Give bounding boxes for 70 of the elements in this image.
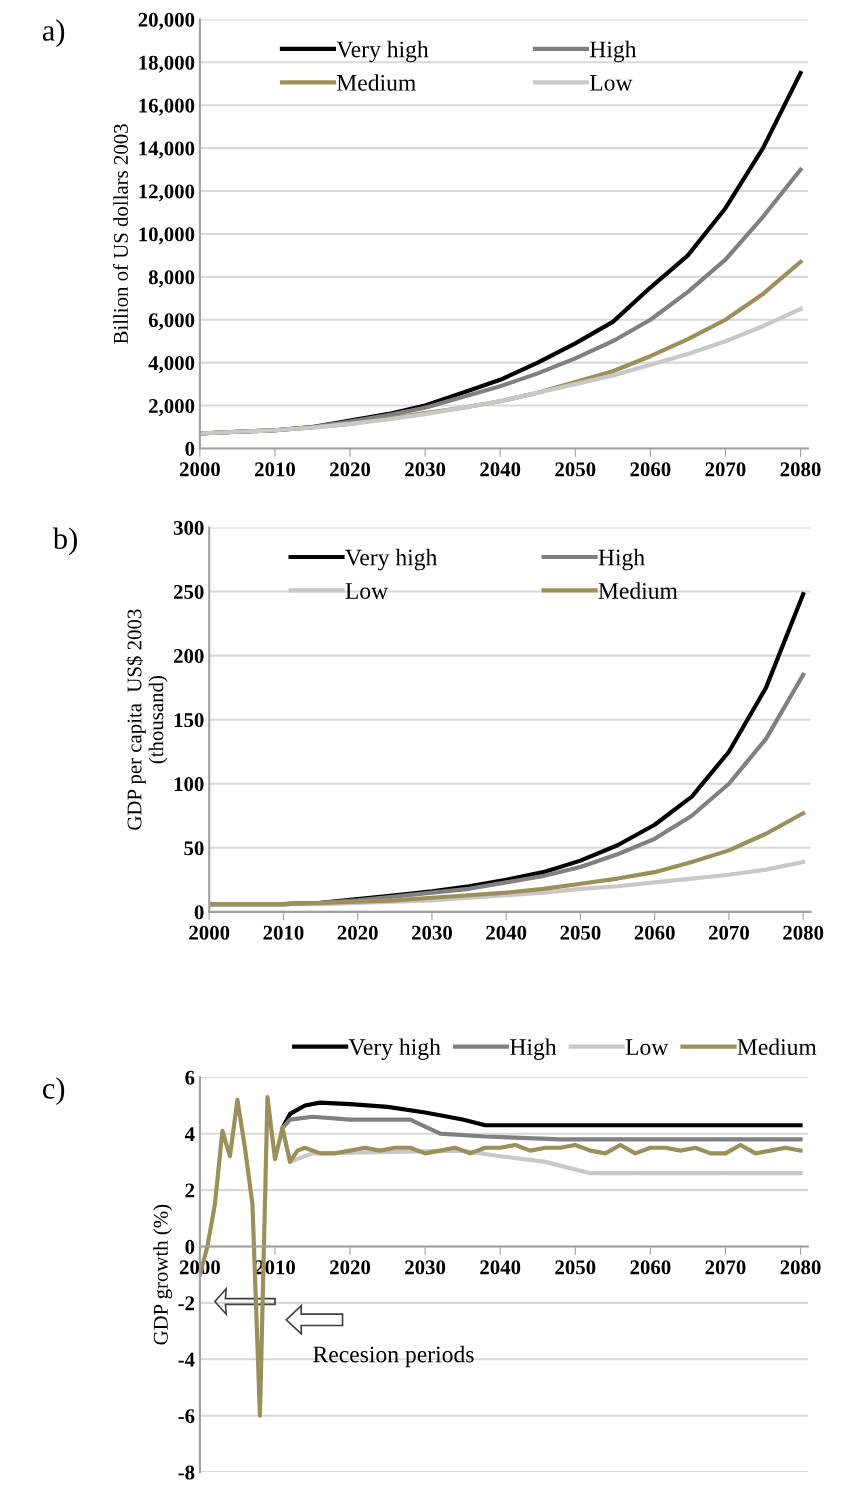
x-tick-label: 2060 (634, 925, 675, 940)
y-tick-label: 20,000 (138, 12, 195, 30)
x-tick-label: 2080 (783, 925, 824, 940)
y-tick-label: -6 (178, 1409, 195, 1424)
x-tick-label: 2060 (630, 462, 671, 477)
legend-label: Medium (737, 1038, 817, 1056)
y-tick-label: -8 (178, 1465, 195, 1480)
x-tick-label: 2050 (555, 462, 596, 477)
y-axis-title: GDP per capita US$ 2003 (thousand) (126, 609, 168, 830)
x-tick-label: 2080 (780, 462, 821, 477)
y-tick-label: 250 (173, 584, 204, 599)
y-tick-label: 10,000 (139, 227, 195, 245)
legend-label: Medium (598, 582, 678, 599)
legend-label: Low (625, 1039, 669, 1056)
y-tick-label: -4 (178, 1352, 195, 1367)
legend-label: High (589, 40, 637, 63)
y-tick-label: 200 (173, 648, 204, 664)
legend-label: Very high (336, 40, 429, 63)
x-tick-label: 2060 (630, 1260, 671, 1275)
chart-title: b) (52, 527, 77, 556)
chart-title: a) (42, 19, 65, 48)
x-tick-label: 2020 (337, 925, 378, 940)
legend-label: Very high (345, 548, 438, 571)
x-tick-label: 2050 (555, 1260, 596, 1275)
y-tick-label: 12,000 (139, 184, 195, 202)
x-tick-label: 2010 (255, 462, 296, 477)
x-tick-label: 2070 (705, 1260, 746, 1275)
y-tick-label: 16,000 (139, 98, 195, 116)
y-tick-label: 18,000 (139, 55, 195, 73)
y-tick-label: 50 (184, 841, 204, 856)
x-tick-label: 2040 (480, 462, 521, 477)
x-tick-label: 2030 (411, 925, 452, 940)
x-tick-label: 2050 (560, 925, 601, 940)
x-tick-label: 2080 (780, 1260, 821, 1275)
legend-label: Very high (348, 1038, 441, 1060)
legend-label: Low (589, 75, 633, 91)
y-tick-label: 150 (174, 713, 204, 728)
y-tick-label: 300 (173, 520, 204, 535)
legend-label: High (510, 1038, 557, 1060)
x-tick-label: 2040 (486, 925, 527, 940)
x-tick-label: 2070 (705, 462, 746, 477)
y-tick-label: 14,000 (139, 141, 195, 159)
y-tick-label: 4,000 (148, 356, 195, 374)
annotation: Recesion periods (313, 1345, 474, 1368)
y-tick-label: 0 (185, 1239, 195, 1254)
y-tick-label: 8,000 (148, 270, 195, 288)
x-tick-label: 2000 (179, 462, 220, 477)
legend-label: High (598, 548, 645, 571)
legend-label: Medium (336, 74, 416, 91)
x-tick-label: 2030 (405, 1260, 446, 1275)
x-tick-label: 2020 (330, 462, 371, 477)
y-axis-title: Billion of US dollars 2003 (113, 124, 128, 344)
legend-label: Low (345, 583, 389, 599)
x-tick-label: 2010 (263, 925, 304, 940)
y-tick-label: 6,000 (148, 313, 195, 331)
y-tick-label: 6 (185, 1070, 195, 1085)
y-axis-title: GDP growth (%) (153, 1204, 173, 1345)
y-tick-label: 0 (185, 441, 195, 456)
y-tick-label: -2 (178, 1296, 195, 1311)
y-tick-label: 100 (174, 777, 204, 792)
x-tick-label: 2020 (330, 1260, 371, 1275)
chart-title: c) (42, 1077, 65, 1105)
x-tick-label: 2040 (480, 1260, 521, 1275)
y-tick-label: 2,000 (149, 398, 195, 417)
x-tick-label: 2030 (405, 462, 446, 477)
y-tick-label: 4 (184, 1127, 195, 1141)
y-tick-label: 2 (185, 1183, 195, 1198)
y-tick-label: 0 (194, 905, 204, 920)
x-tick-label: 2070 (708, 925, 749, 940)
x-tick-label: 2000 (189, 925, 230, 940)
